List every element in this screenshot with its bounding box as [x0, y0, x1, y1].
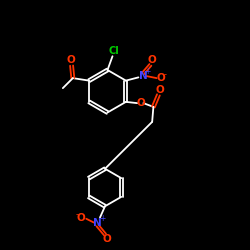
Text: O: O: [136, 98, 145, 108]
Text: +: +: [144, 67, 150, 76]
Text: -: -: [163, 70, 166, 79]
Text: O: O: [103, 234, 112, 244]
Text: Cl: Cl: [108, 46, 119, 56]
Text: O: O: [67, 55, 76, 65]
Text: O: O: [155, 85, 164, 95]
Text: +: +: [99, 214, 105, 223]
Text: N: N: [93, 218, 102, 228]
Text: O: O: [147, 55, 156, 65]
Text: O: O: [77, 213, 86, 223]
Text: O: O: [157, 72, 166, 83]
Text: -: -: [76, 210, 79, 219]
Text: N: N: [138, 71, 147, 81]
